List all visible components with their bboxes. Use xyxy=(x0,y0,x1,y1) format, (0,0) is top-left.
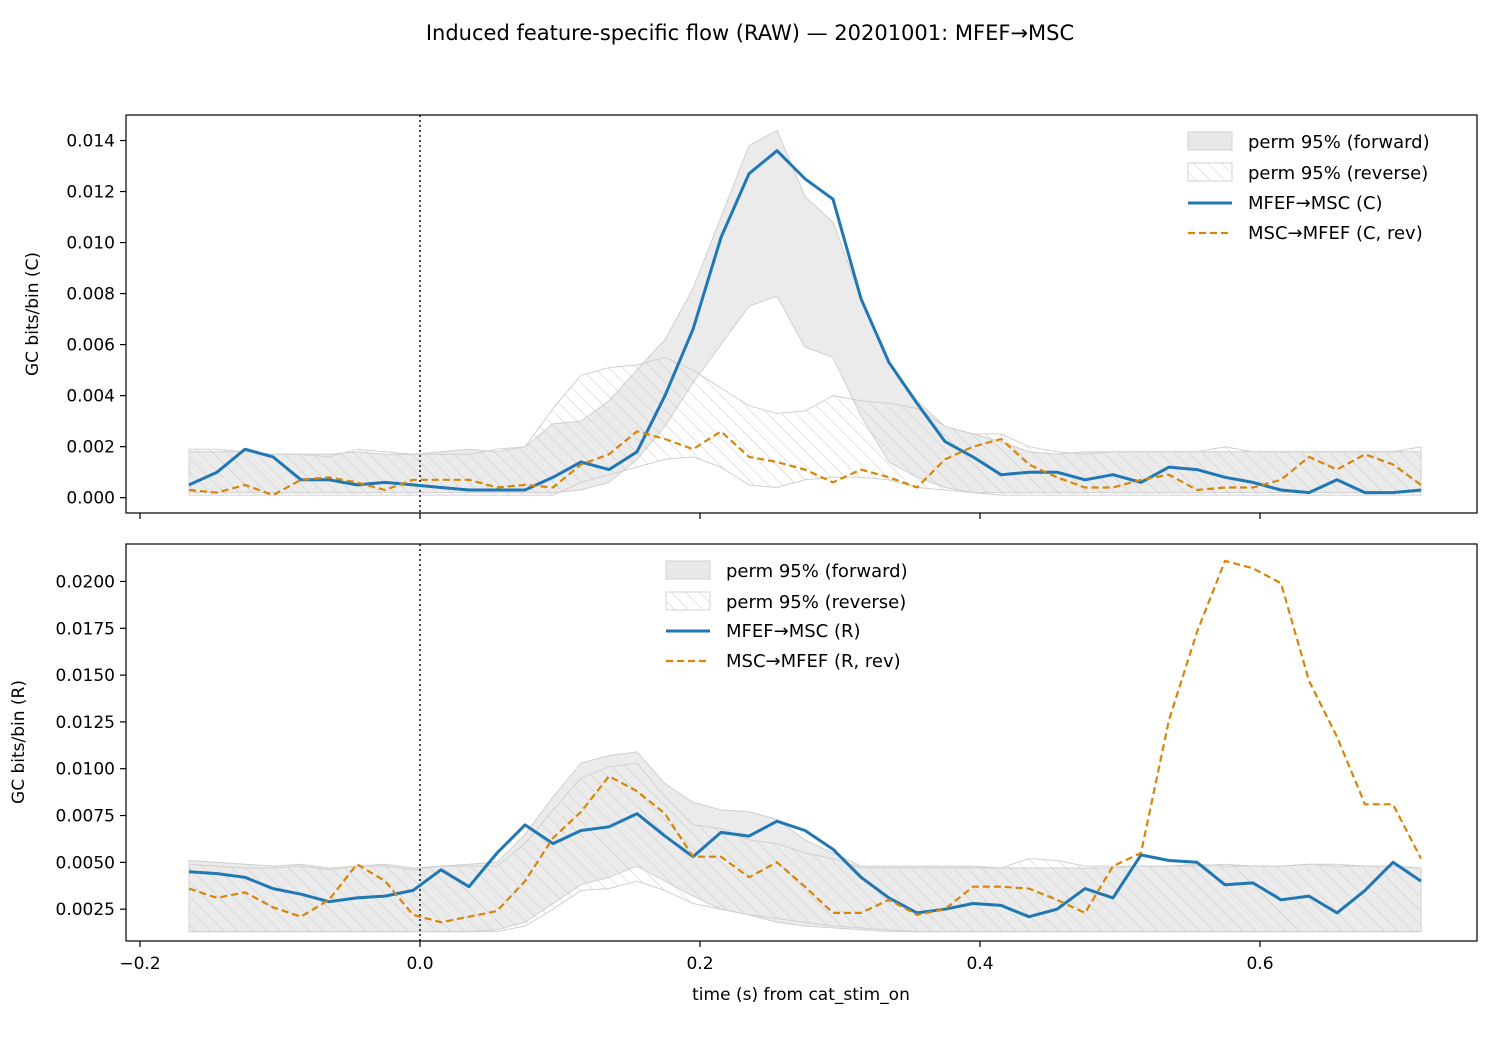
band-reverse xyxy=(188,762,1422,933)
legend-swatch-forward-band xyxy=(665,560,711,580)
axes-frame-r xyxy=(125,543,1478,942)
x-tick-label: 0.0 xyxy=(406,954,433,974)
y-tick-label: 0.002 xyxy=(66,438,115,458)
plot-area-c xyxy=(188,115,1422,513)
y-axis-r: 0.0025 0.0050 0.0075 0.0100 0.0125 0.0150 0.01… xyxy=(56,572,126,920)
x-axis-c xyxy=(139,513,1261,519)
legend-c: perm 95% (forward) perm 95% (reverse) MF… xyxy=(1187,131,1430,244)
x-tick-label: 0.2 xyxy=(686,954,713,974)
x-axis-r: −0.2 0.0 0.2 0.4 0.6 xyxy=(119,941,1274,974)
legend-label-forward-band: perm 95% (forward) xyxy=(1248,132,1430,153)
y-axis-c: 0.000 0.002 0.004 0.006 0.008 0.010 0.012 0.014 xyxy=(66,132,126,509)
legend-label-forward-line: MFEF→MSC (C) xyxy=(1248,193,1383,214)
legend-label-reverse-band: perm 95% (reverse) xyxy=(1248,163,1428,184)
y-axis-label-r: GC bits/bin (R) xyxy=(9,680,29,804)
y-tick-label: 0.0100 xyxy=(56,760,115,780)
legend-label-reverse-line: MSC→MFEF (C, rev) xyxy=(1248,223,1423,244)
y-tick-label: 0.012 xyxy=(66,183,115,203)
subplot-r: 0.0025 0.0050 0.0075 0.0100 0.0125 0.0150 0.01… xyxy=(9,543,1478,974)
y-tick-label: 0.0175 xyxy=(56,619,115,639)
x-tick-label: −0.2 xyxy=(119,954,160,974)
legend-swatch-reverse-band xyxy=(665,591,711,611)
series-line-reverse xyxy=(188,430,1422,497)
y-tick-label: 0.006 xyxy=(66,336,115,356)
legend-r: perm 95% (forward) perm 95% (reverse) MF… xyxy=(665,560,908,672)
y-axis-label-c: GC bits/bin (C) xyxy=(23,252,43,376)
subplot-c: 0.000 0.002 0.004 0.006 0.008 0.010 0.012 0.014… xyxy=(23,114,1478,519)
legend-label-reverse-line: MSC→MFEF (R, rev) xyxy=(726,651,901,672)
series-line-forward xyxy=(188,812,1422,919)
series-line-forward xyxy=(188,149,1422,495)
plot-area-r xyxy=(188,544,1422,941)
y-tick-label: 0.014 xyxy=(66,132,115,152)
y-tick-label: 0.0200 xyxy=(56,572,115,592)
legend-label-forward-line: MFEF→MSC (R) xyxy=(726,621,861,642)
y-tick-label: 0.0025 xyxy=(56,900,115,920)
y-tick-label: 0.008 xyxy=(66,285,115,305)
x-tick-label: 0.4 xyxy=(966,954,993,974)
legend-swatch-reverse-band xyxy=(1187,162,1233,182)
y-tick-label: 0.0150 xyxy=(56,666,115,686)
band-reverse xyxy=(188,356,1422,496)
axes-frame-c xyxy=(125,114,1478,514)
x-axis-label: time (s) from cat_stim_on xyxy=(692,985,910,1005)
legend-label-forward-band: perm 95% (forward) xyxy=(726,561,908,582)
legend-swatch-forward-band xyxy=(1187,131,1233,151)
y-tick-label: 0.010 xyxy=(66,234,115,254)
y-tick-label: 0.004 xyxy=(66,387,115,407)
x-tick-label: 0.6 xyxy=(1246,954,1273,974)
figure-title: Induced feature-specific flow (RAW) — 20… xyxy=(426,21,1074,45)
series-line-reverse xyxy=(188,559,1422,924)
y-tick-label: 0.0075 xyxy=(56,807,115,827)
legend-label-reverse-band: perm 95% (reverse) xyxy=(726,592,906,613)
y-tick-label: 0.0125 xyxy=(56,713,115,733)
y-tick-label: 0.000 xyxy=(66,489,115,509)
y-tick-label: 0.0050 xyxy=(56,853,115,873)
